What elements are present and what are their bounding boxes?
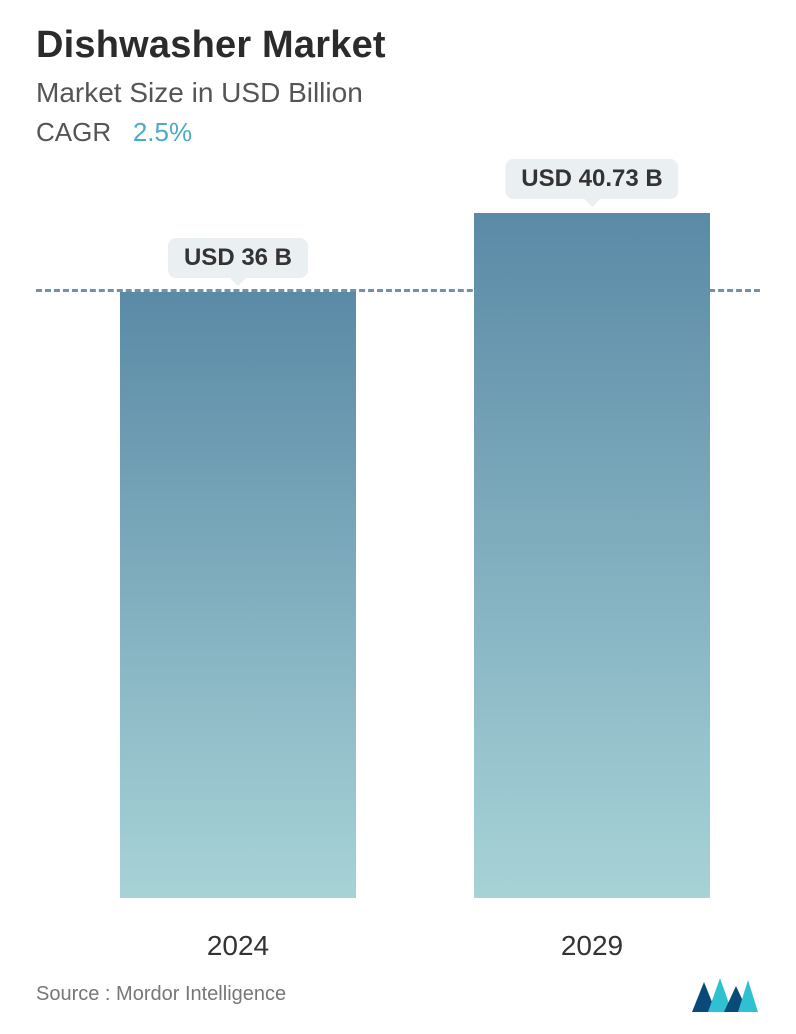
value-pill-2029: USD 40.73 B: [505, 159, 678, 199]
cagr-label: CAGR: [36, 117, 111, 147]
chart-title: Dishwasher Market: [36, 24, 760, 67]
chart-subtitle: Market Size in USD Billion: [36, 77, 760, 109]
footer: Source : Mordor Intelligence: [36, 972, 760, 1016]
value-pill-2024: USD 36 B: [168, 238, 308, 278]
bars-wrap: USD 36 B USD 40.73 B: [36, 208, 760, 898]
brand-logo-icon: [690, 974, 760, 1014]
cagr-value: 2.5%: [133, 117, 192, 147]
cagr-line: CAGR 2.5%: [36, 117, 760, 148]
bar-rect: [474, 213, 710, 898]
chart-container: Dishwasher Market Market Size in USD Bil…: [0, 0, 796, 1034]
bar-rect: [120, 292, 356, 898]
source-text: Source : Mordor Intelligence: [36, 983, 286, 1006]
bar-2024: USD 36 B: [120, 292, 356, 898]
bar-2029: USD 40.73 B: [474, 213, 710, 898]
chart-area: USD 36 B USD 40.73 B 2024 2029: [36, 208, 760, 972]
x-label-2024: 2024: [120, 930, 356, 962]
x-label-2029: 2029: [474, 930, 710, 962]
